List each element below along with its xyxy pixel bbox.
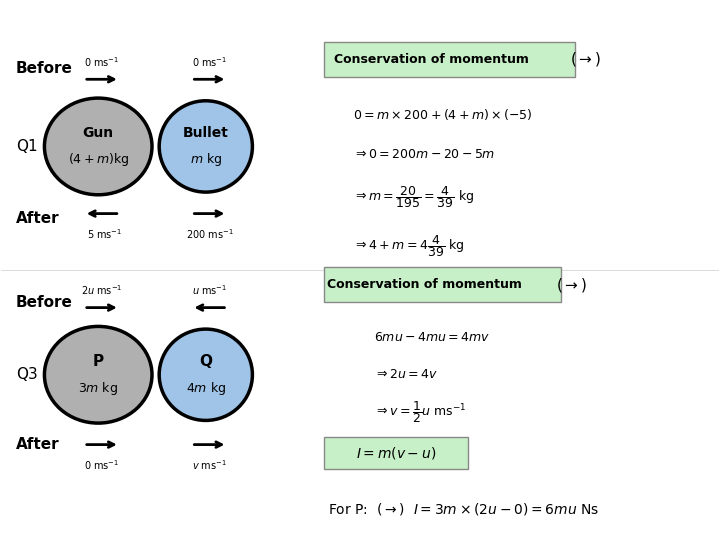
- Text: Conservation of momentum: Conservation of momentum: [334, 52, 529, 66]
- Text: Q1: Q1: [16, 139, 37, 154]
- Text: Q3: Q3: [16, 367, 37, 382]
- Text: Before: Before: [16, 61, 73, 76]
- Text: Gun: Gun: [83, 126, 114, 140]
- Text: ($\rightarrow$): ($\rightarrow$): [556, 276, 588, 294]
- Text: 200 ms$^{-1}$: 200 ms$^{-1}$: [186, 227, 233, 241]
- Ellipse shape: [45, 326, 152, 423]
- Text: $u$ ms$^{-1}$: $u$ ms$^{-1}$: [192, 283, 227, 297]
- Text: $6mu - 4mu = 4mv$: $6mu - 4mu = 4mv$: [374, 330, 491, 343]
- Text: For P:  ($\rightarrow$)  $I = 3m \times (2u - 0) = 6mu$ Ns: For P: ($\rightarrow$) $I = 3m \times (2…: [328, 501, 599, 517]
- FancyBboxPatch shape: [324, 436, 467, 469]
- Text: 0 ms$^{-1}$: 0 ms$^{-1}$: [84, 55, 120, 69]
- Text: $0 = m \times 200 + (4+m) \times (-5)$: $0 = m \times 200 + (4+m) \times (-5)$: [353, 107, 533, 122]
- Text: $2u$ ms$^{-1}$: $2u$ ms$^{-1}$: [81, 283, 122, 297]
- Text: Bullet: Bullet: [183, 126, 229, 140]
- Text: After: After: [16, 437, 59, 452]
- Text: P: P: [93, 354, 104, 369]
- Text: After: After: [16, 212, 59, 226]
- FancyBboxPatch shape: [324, 42, 575, 77]
- Text: Before: Before: [16, 295, 73, 310]
- Text: $\Rightarrow 4 + m = 4\dfrac{4}{39}$ kg: $\Rightarrow 4 + m = 4\dfrac{4}{39}$ kg: [353, 233, 464, 259]
- Text: $I = m(v - u)$: $I = m(v - u)$: [356, 444, 436, 461]
- Text: 0 ms$^{-1}$: 0 ms$^{-1}$: [192, 55, 227, 69]
- Text: $\Rightarrow m = \dfrac{20}{195} = \dfrac{4}{39}$ kg: $\Rightarrow m = \dfrac{20}{195} = \dfra…: [353, 185, 474, 211]
- Text: Q: Q: [199, 354, 212, 369]
- Text: 5 ms$^{-1}$: 5 ms$^{-1}$: [87, 227, 123, 241]
- Ellipse shape: [159, 329, 253, 421]
- Text: $4m$ kg: $4m$ kg: [186, 380, 226, 397]
- Text: $\Rightarrow 2u = 4v$: $\Rightarrow 2u = 4v$: [374, 368, 438, 381]
- Text: $\Rightarrow 0 = 200m - 20 - 5m$: $\Rightarrow 0 = 200m - 20 - 5m$: [353, 148, 495, 161]
- Text: $m$ kg: $m$ kg: [189, 151, 222, 168]
- Text: ($\rightarrow$): ($\rightarrow$): [570, 50, 601, 68]
- Text: Conservation of momentum: Conservation of momentum: [327, 278, 522, 291]
- Text: $(4+m)$kg: $(4+m)$kg: [68, 151, 129, 168]
- Text: $3m$ kg: $3m$ kg: [78, 380, 118, 397]
- Ellipse shape: [159, 101, 253, 192]
- Ellipse shape: [45, 98, 152, 195]
- FancyBboxPatch shape: [324, 267, 561, 302]
- Text: $\Rightarrow v = \dfrac{1}{2}u$ ms$^{-1}$: $\Rightarrow v = \dfrac{1}{2}u$ ms$^{-1}…: [374, 400, 467, 426]
- Text: $v$ ms$^{-1}$: $v$ ms$^{-1}$: [192, 458, 227, 472]
- Text: 0 ms$^{-1}$: 0 ms$^{-1}$: [84, 458, 120, 472]
